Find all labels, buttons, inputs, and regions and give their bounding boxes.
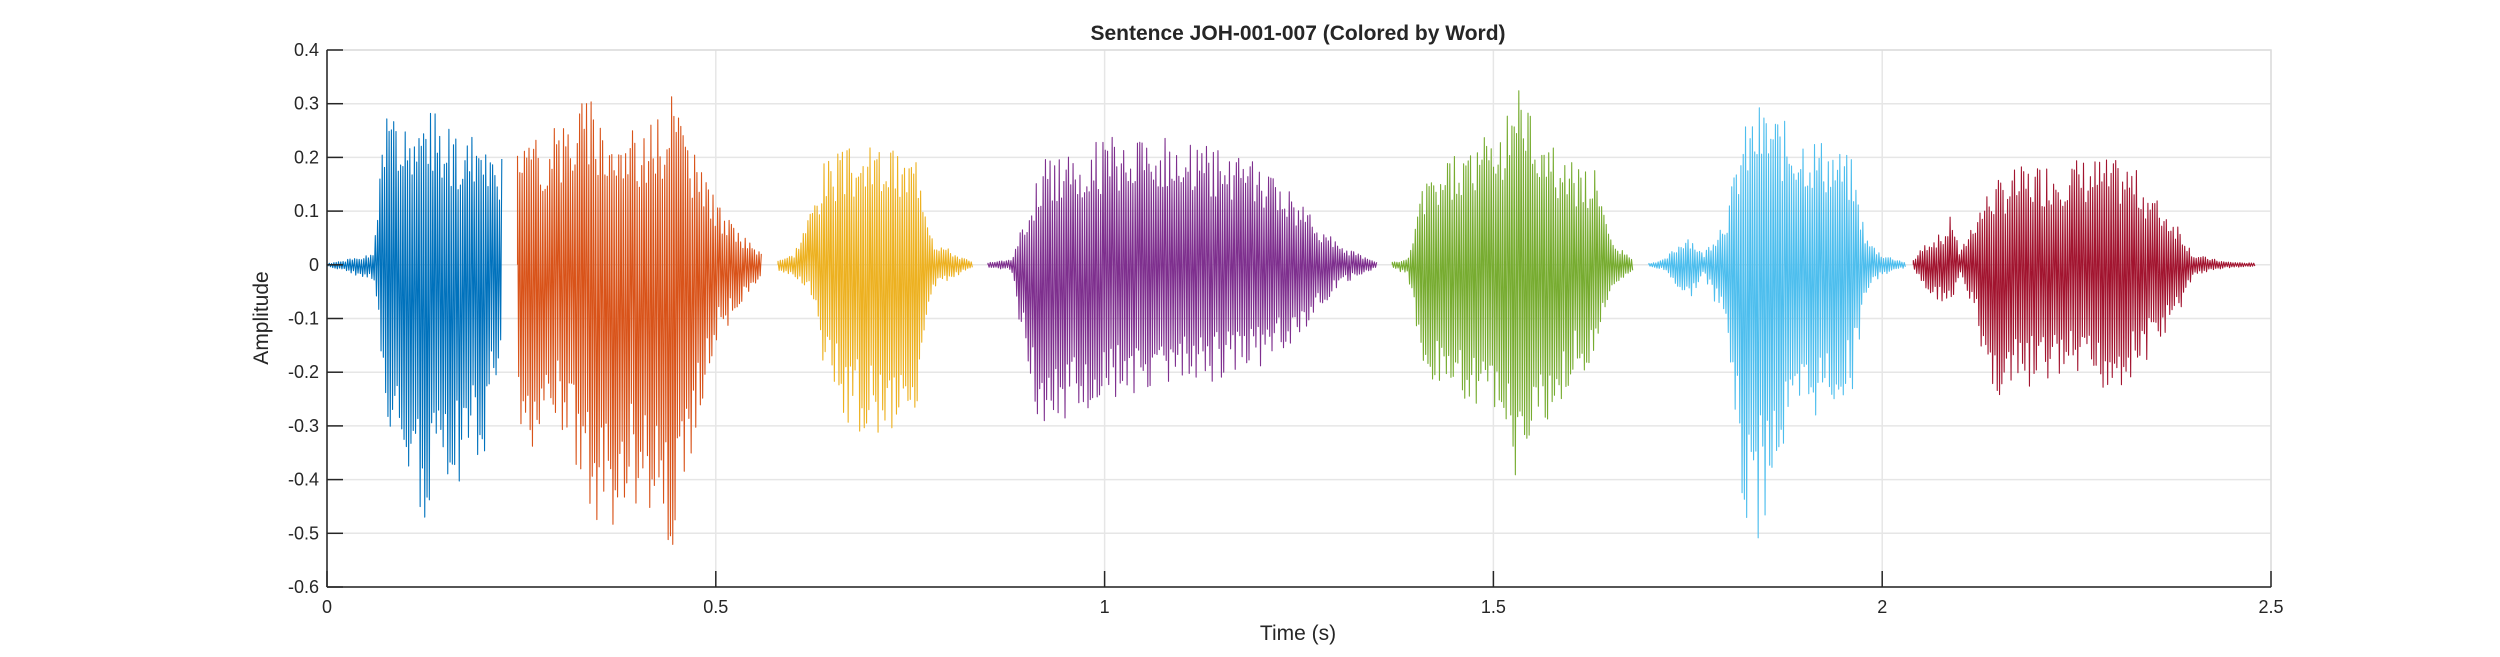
y-axis-ticks: -0.6 -0.5 -0.4 -0.3 -0.2 -0.1 0 0.1 0.2 0.3 0.4 <box>288 40 343 597</box>
chart-title: Sentence JOH-001-007 (Colored by Word) <box>1090 22 1505 45</box>
x-tick-label: 2.5 <box>2258 597 2283 617</box>
word-segment-line <box>987 136 1378 422</box>
word-segment-line <box>516 96 762 545</box>
x-tick-label: 1 <box>1100 597 1110 617</box>
y-tick-label: -0.3 <box>288 416 319 436</box>
word-segment-line <box>777 147 973 433</box>
word-segment-line <box>326 112 503 518</box>
x-tick: 2 <box>1877 571 1887 617</box>
y-tick: -0.4 <box>288 470 343 490</box>
x-tick: 1 <box>1100 571 1110 617</box>
y-axis-label: Amplitude <box>250 271 273 364</box>
x-tick: 0 <box>322 571 332 617</box>
x-tick: 2.5 <box>2258 571 2284 617</box>
y-tick-label: -0.4 <box>288 470 319 490</box>
y-tick: -0.3 <box>288 416 343 436</box>
word-segment-line <box>1391 90 1634 476</box>
y-tick: 0 <box>309 255 343 275</box>
y-tick-label: 0.1 <box>294 201 319 221</box>
y-tick-label: -0.6 <box>288 577 319 597</box>
y-tick: -0.5 <box>288 523 343 543</box>
y-tick: 0.1 <box>294 201 343 221</box>
y-tick: 0.2 <box>294 147 343 167</box>
x-tick-label: 0.5 <box>703 597 728 617</box>
y-tick-label: 0.2 <box>294 147 319 167</box>
y-tick-label: -0.1 <box>288 309 319 329</box>
y-tick-label: 0.3 <box>294 94 319 114</box>
y-tick: 0.3 <box>294 94 343 114</box>
y-tick-label: -0.5 <box>288 523 319 543</box>
y-tick-label: 0.4 <box>294 40 319 60</box>
y-tick: 0.4 <box>294 40 343 60</box>
y-tick-label: 0 <box>309 255 319 275</box>
y-tick: -0.1 <box>288 309 343 329</box>
x-tick-label: 2 <box>1877 597 1887 617</box>
y-tick: -0.2 <box>288 362 343 382</box>
plot-area <box>326 90 2256 545</box>
y-tick: -0.6 <box>288 577 343 597</box>
x-tick: 1.5 <box>1481 571 1506 617</box>
y-tick-label: -0.2 <box>288 362 319 382</box>
word-segment-line <box>1648 107 1906 539</box>
x-axis-ticks: 0 0.5 1 1.5 2 2.5 <box>322 571 2284 617</box>
x-tick-label: 0 <box>322 597 332 617</box>
x-axis-label: Time (s) <box>1260 622 1336 645</box>
x-tick-label: 1.5 <box>1481 597 1506 617</box>
x-tick: 0.5 <box>703 571 728 617</box>
word-segment-line <box>1912 159 2256 396</box>
